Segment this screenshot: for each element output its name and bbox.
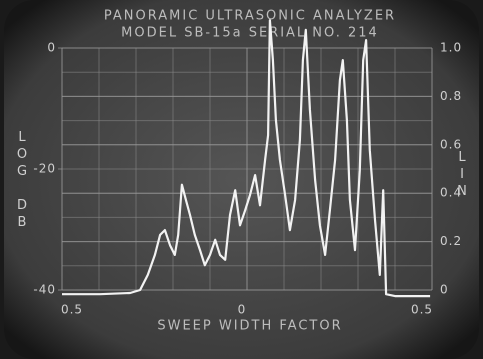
y2-tick-label: 1.0 — [440, 41, 462, 55]
y-axis-title: LOG DB — [15, 130, 30, 232]
y2-tick-label: 0.6 — [440, 137, 462, 151]
y2-tick-label: 0 — [440, 283, 449, 297]
y-tick-label: -40 — [33, 283, 56, 297]
y-tick-label: 0 — [47, 41, 56, 55]
x-tick-label: 0 — [238, 303, 247, 317]
y-tick-label: -20 — [33, 162, 56, 176]
chart: PANORAMIC ULTRASONIC ANALYZER MODEL SB-1… — [0, 0, 483, 359]
y2-tick-label: 0.8 — [440, 89, 462, 103]
y2-tick-label: 0.2 — [440, 234, 462, 248]
y2-tick-label: 0.4 — [440, 186, 462, 200]
x-tick-label: 0.5 — [61, 303, 83, 317]
x-tick-label: 0.5 — [411, 303, 433, 317]
chart-title: PANORAMIC ULTRASONIC ANALYZER — [104, 9, 396, 24]
chart-subtitle: MODEL SB-15a SERIAL NO. 214 — [121, 26, 379, 41]
x-axis-title: SWEEP WIDTH FACTOR — [157, 319, 342, 334]
